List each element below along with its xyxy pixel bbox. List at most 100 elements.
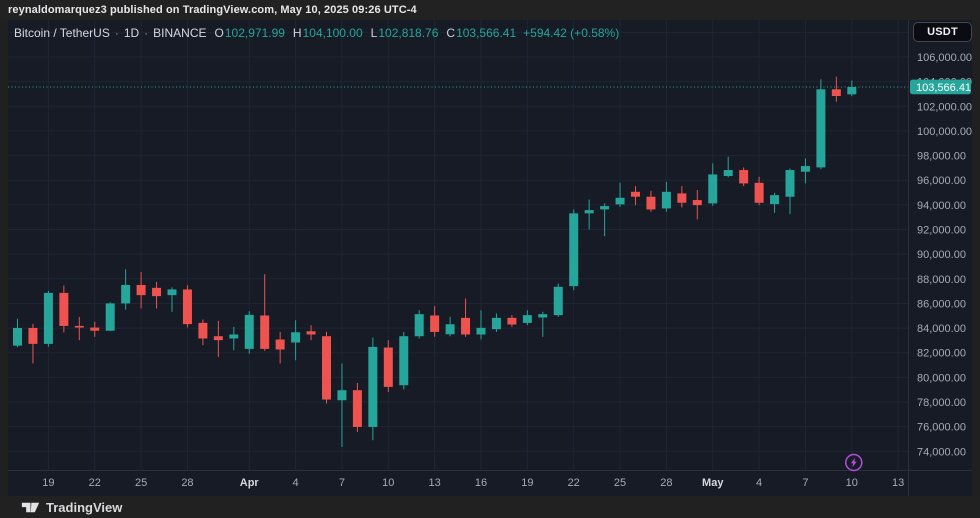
- candle: [74, 316, 84, 341]
- candlestick-chart[interactable]: 106,000.00104,000.00102,000.00100,000.00…: [8, 20, 972, 496]
- last-price-label: 103,566.41: [910, 79, 971, 95]
- svg-text:4: 4: [293, 477, 299, 489]
- candle: [723, 156, 733, 178]
- candle: [244, 311, 254, 354]
- candle: [800, 158, 810, 184]
- svg-text:86,000.00: 86,000.00: [917, 298, 966, 310]
- candle: [275, 331, 285, 364]
- svg-text:25: 25: [614, 477, 626, 489]
- candle: [661, 181, 671, 212]
- candle: [13, 318, 22, 348]
- candle: [816, 79, 826, 170]
- candle: [600, 203, 610, 237]
- svg-text:102,000.00: 102,000.00: [917, 101, 972, 113]
- svg-text:80,000.00: 80,000.00: [917, 372, 966, 384]
- candle: [291, 320, 301, 361]
- candle: [260, 274, 270, 351]
- low-value: 102,818.76: [378, 26, 439, 40]
- attribution-bar: reynaldomarquez3 published on TradingVie…: [0, 0, 980, 20]
- svg-text:92,000.00: 92,000.00: [917, 225, 966, 237]
- svg-text:7: 7: [802, 477, 808, 489]
- candle: [414, 310, 424, 339]
- candle: [692, 190, 702, 220]
- interval-label[interactable]: 1D: [123, 26, 140, 40]
- candle: [739, 167, 749, 187]
- candle: [847, 80, 857, 97]
- svg-text:Apr: Apr: [240, 477, 260, 489]
- currency-toggle-button[interactable]: USDT: [913, 22, 972, 42]
- candle: [152, 281, 162, 309]
- svg-text:88,000.00: 88,000.00: [917, 274, 966, 286]
- candle: [59, 285, 69, 333]
- svg-text:84,000.00: 84,000.00: [917, 323, 966, 335]
- svg-text:16: 16: [475, 477, 487, 489]
- time-axis[interactable]: 19 22 25 28 Apr 4 7 10 13 16 19 22 25 28 May 4 7 10 13: [42, 477, 904, 489]
- svg-text:90,000.00: 90,000.00: [917, 249, 966, 261]
- svg-text:76,000.00: 76,000.00: [917, 422, 966, 434]
- svg-text:4: 4: [756, 477, 762, 489]
- svg-text:28: 28: [181, 477, 193, 489]
- candle: [491, 313, 501, 332]
- svg-text:82,000.00: 82,000.00: [917, 348, 966, 360]
- low-label: L: [370, 26, 378, 40]
- svg-text:10: 10: [382, 477, 394, 489]
- svg-text:22: 22: [568, 477, 580, 489]
- svg-text:13: 13: [892, 477, 904, 489]
- candle: [322, 331, 331, 404]
- candle: [352, 382, 362, 432]
- candle: [90, 321, 100, 337]
- svg-text:19: 19: [42, 477, 54, 489]
- svg-text:100,000.00: 100,000.00: [917, 126, 972, 138]
- candle: [306, 325, 316, 341]
- candle: [569, 209, 579, 291]
- candle: [121, 269, 131, 310]
- candle: [708, 163, 718, 206]
- symbol-title[interactable]: Bitcoin / TetherUS: [14, 26, 110, 40]
- candle: [399, 331, 409, 390]
- svg-text:May: May: [702, 477, 724, 489]
- svg-text:19: 19: [521, 477, 533, 489]
- candle: [43, 290, 53, 347]
- candle: [461, 298, 471, 337]
- flash-icon[interactable]: [845, 453, 863, 472]
- separator: ·: [114, 26, 119, 40]
- candles-series: [13, 76, 857, 447]
- candle: [476, 310, 486, 340]
- separator: ·: [144, 26, 149, 40]
- grid-lines: [8, 20, 908, 470]
- candle: [754, 176, 764, 206]
- candle: [182, 285, 192, 328]
- candle: [167, 287, 177, 312]
- tradingview-logo[interactable]: [21, 500, 40, 515]
- symbol-legend: Bitcoin / TetherUS · 1D · BINANCE O 102,…: [14, 26, 619, 40]
- open-label: O: [214, 26, 224, 40]
- candle: [538, 311, 548, 337]
- svg-text:103,566.41: 103,566.41: [916, 82, 971, 94]
- close-value: 103,566.41: [456, 26, 517, 40]
- svg-text:98,000.00: 98,000.00: [917, 151, 966, 163]
- price-axis[interactable]: 106,000.00104,000.00102,000.00100,000.00…: [917, 52, 972, 458]
- svg-text:7: 7: [339, 477, 345, 489]
- candle: [553, 283, 563, 317]
- svg-text:10: 10: [846, 477, 858, 489]
- candle: [615, 182, 625, 207]
- candle: [337, 363, 347, 447]
- brand-text[interactable]: TradingView: [46, 499, 123, 515]
- svg-text:13: 13: [429, 477, 441, 489]
- candle: [383, 340, 393, 392]
- candle: [677, 186, 687, 208]
- change-value: +594.42 (+0.58%): [523, 26, 620, 40]
- svg-text:74,000.00: 74,000.00: [917, 446, 966, 458]
- candle: [229, 326, 239, 351]
- candle: [770, 192, 780, 213]
- candle: [631, 186, 640, 206]
- candle: [430, 306, 440, 337]
- svg-text:94,000.00: 94,000.00: [917, 200, 966, 212]
- candle: [28, 323, 38, 364]
- high-label: H: [292, 26, 302, 40]
- high-value: 104,100.00: [302, 26, 363, 40]
- candle: [584, 199, 594, 230]
- candle: [368, 337, 378, 441]
- svg-text:22: 22: [89, 477, 101, 489]
